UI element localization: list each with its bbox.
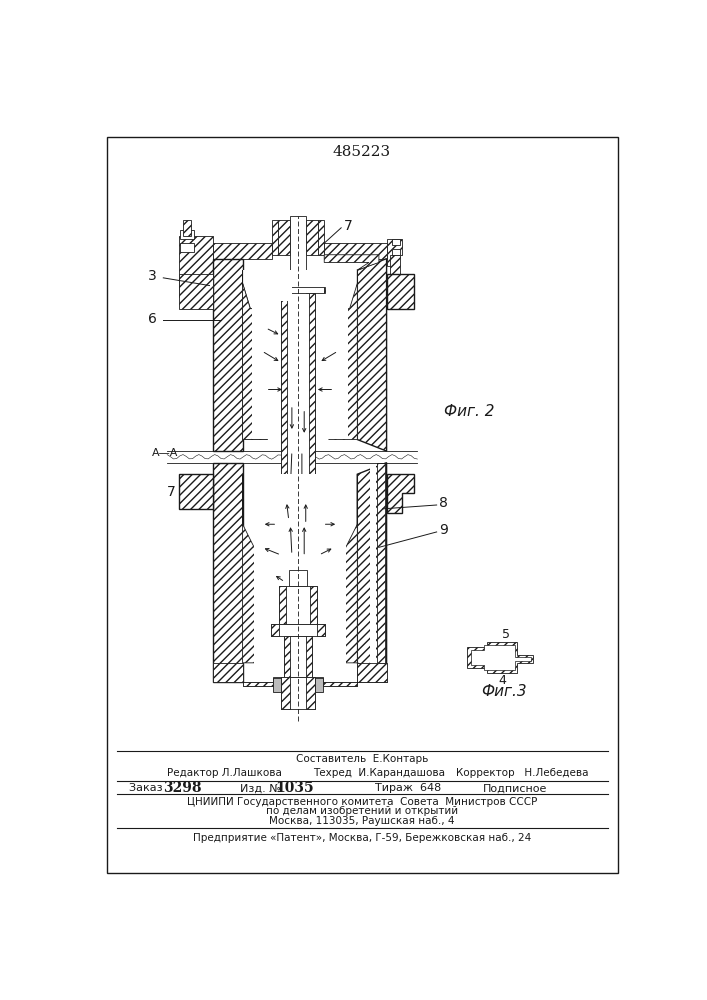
Text: Изд. №: Изд. №: [240, 783, 288, 793]
Bar: [252, 287, 267, 439]
Text: Редактор Л.Лашкова: Редактор Л.Лашкова: [167, 768, 282, 778]
Bar: [281, 677, 315, 709]
Bar: [279, 586, 317, 624]
Bar: [392, 249, 399, 255]
Polygon shape: [214, 243, 272, 259]
Text: Предприятие «Патент», Москва, Г-59, Бережковская наб., 24: Предприятие «Патент», Москва, Г-59, Бере…: [193, 833, 531, 843]
Polygon shape: [214, 663, 274, 686]
Text: Фиг. 2: Фиг. 2: [444, 404, 495, 419]
Polygon shape: [387, 239, 402, 266]
Text: 7: 7: [344, 219, 352, 233]
Polygon shape: [309, 293, 315, 482]
Polygon shape: [284, 636, 291, 677]
Polygon shape: [322, 474, 357, 663]
Polygon shape: [179, 474, 214, 509]
Polygon shape: [472, 645, 530, 670]
Polygon shape: [318, 220, 325, 255]
Bar: [284, 636, 312, 677]
Bar: [254, 474, 346, 664]
Polygon shape: [279, 586, 286, 624]
Bar: [315, 678, 322, 692]
Polygon shape: [305, 677, 315, 709]
Polygon shape: [357, 463, 387, 682]
Text: 8: 8: [439, 496, 448, 510]
Polygon shape: [179, 235, 214, 297]
Text: 485223: 485223: [333, 145, 391, 159]
Polygon shape: [305, 636, 312, 677]
Polygon shape: [272, 220, 278, 255]
Bar: [180, 230, 194, 239]
Polygon shape: [276, 482, 287, 496]
Bar: [243, 270, 357, 440]
Polygon shape: [378, 463, 385, 663]
Bar: [288, 570, 308, 586]
Polygon shape: [214, 663, 387, 686]
Bar: [276, 482, 320, 496]
Polygon shape: [325, 255, 379, 270]
Polygon shape: [305, 220, 318, 255]
Text: 3298: 3298: [163, 781, 201, 795]
Text: ЦНИИПИ Государственного комитета  Совета  Министров СССР: ЦНИИПИ Государственного комитета Совета …: [187, 797, 537, 807]
Text: 4: 4: [498, 674, 506, 687]
Text: А—А: А—А: [151, 448, 178, 458]
Text: Составитель  Е.Контарь: Составитель Е.Контарь: [296, 754, 428, 764]
Polygon shape: [179, 274, 214, 309]
Polygon shape: [271, 287, 325, 305]
Polygon shape: [281, 677, 291, 709]
Text: по делам изобретений и открытий: по делам изобретений и открытий: [266, 806, 458, 816]
Polygon shape: [309, 482, 320, 496]
Bar: [267, 272, 292, 301]
Polygon shape: [243, 270, 267, 440]
Polygon shape: [310, 586, 317, 624]
Bar: [291, 216, 305, 347]
Bar: [281, 293, 315, 482]
Text: Заказ: Заказ: [129, 783, 165, 793]
Polygon shape: [370, 463, 376, 663]
Polygon shape: [317, 624, 325, 636]
Bar: [292, 496, 304, 513]
Polygon shape: [243, 474, 274, 663]
Polygon shape: [243, 270, 267, 440]
Text: Тираж  648: Тираж 648: [375, 783, 441, 793]
Polygon shape: [278, 220, 291, 255]
Polygon shape: [325, 243, 387, 259]
Text: Подписное: Подписное: [483, 783, 547, 793]
Bar: [180, 243, 194, 252]
Polygon shape: [467, 642, 533, 673]
Polygon shape: [281, 293, 287, 482]
Polygon shape: [214, 463, 243, 682]
Polygon shape: [387, 274, 414, 309]
Text: 9: 9: [439, 523, 448, 537]
Polygon shape: [390, 255, 400, 293]
Text: Техред  И.Карандашова: Техред И.Карандашова: [313, 768, 445, 778]
Bar: [183, 286, 191, 297]
Bar: [329, 287, 348, 439]
Text: Фиг.3: Фиг.3: [481, 684, 527, 699]
Bar: [392, 239, 399, 245]
Text: 6: 6: [148, 312, 157, 326]
Polygon shape: [271, 287, 272, 293]
Bar: [274, 678, 281, 692]
Text: Москва, 113035, Раушская наб., 4: Москва, 113035, Раушская наб., 4: [269, 816, 455, 826]
Polygon shape: [214, 259, 243, 451]
Polygon shape: [387, 474, 414, 513]
Bar: [183, 220, 191, 235]
Bar: [271, 624, 325, 636]
Polygon shape: [271, 624, 279, 636]
Text: Корректор   Н.Лебедева: Корректор Н.Лебедева: [456, 768, 588, 778]
Polygon shape: [329, 270, 357, 440]
Text: 5: 5: [502, 628, 510, 641]
Bar: [252, 272, 348, 439]
Text: 1035: 1035: [275, 781, 314, 795]
Text: 7: 7: [167, 485, 175, 499]
Polygon shape: [357, 259, 387, 451]
Polygon shape: [322, 663, 387, 686]
Text: 3: 3: [148, 269, 157, 283]
